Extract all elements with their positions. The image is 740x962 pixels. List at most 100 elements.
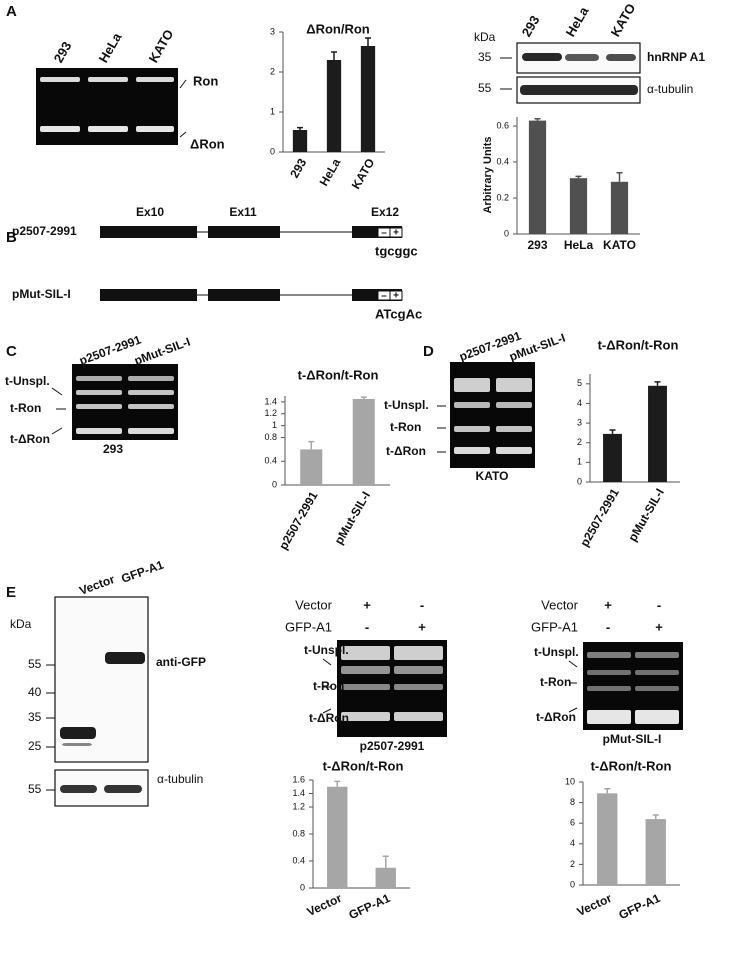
lane-label: pMut-SIL-I xyxy=(132,335,192,368)
x-tick-label: KATO xyxy=(349,156,378,191)
blot-band xyxy=(104,785,142,793)
x-tick-label: pMut-SIL-I xyxy=(625,486,666,544)
y-tick-label: 2 xyxy=(577,437,582,447)
y-tick-label: 3 xyxy=(270,26,275,36)
band-label: t-ΔRon xyxy=(386,444,426,458)
exon-label: Ex10 xyxy=(136,205,164,219)
bar xyxy=(352,398,375,485)
gel-band xyxy=(587,652,631,658)
panel-label: B xyxy=(6,229,17,246)
y-tick-label: 3 xyxy=(577,417,582,427)
y-tick-label: 0.2 xyxy=(496,192,509,202)
blot-band xyxy=(60,785,97,793)
error-bar xyxy=(297,126,303,130)
y-tick-label: 0 xyxy=(570,879,575,889)
sequence: ATcgAc xyxy=(375,306,422,321)
error-bar xyxy=(616,172,623,182)
rule xyxy=(568,660,578,668)
sign: + xyxy=(393,291,399,302)
chart-title: t-ΔRon/t-Ron xyxy=(298,367,379,382)
gel-band xyxy=(635,710,679,724)
rule xyxy=(179,79,187,89)
marker-label: 55 xyxy=(28,657,42,671)
gel-band xyxy=(394,646,443,660)
condition-label: GFP-A1 xyxy=(531,619,578,634)
gel-band xyxy=(136,77,174,82)
blot-band xyxy=(522,53,562,61)
exon xyxy=(100,226,197,238)
construct-name: p2507-2991 xyxy=(12,224,77,238)
error-bar xyxy=(382,855,389,868)
y-tick-label: 5 xyxy=(577,378,582,388)
gel-band xyxy=(88,77,128,82)
x-tick-label: KATO xyxy=(603,238,636,252)
y-tick-label: 1 xyxy=(272,420,277,430)
y-tick-label: 0.4 xyxy=(292,855,305,865)
lane-label: GFP-A1 xyxy=(119,557,165,585)
gel-band xyxy=(496,402,532,408)
band-label: t-ΔRon xyxy=(309,711,349,725)
y-tick-label: 2 xyxy=(270,66,275,76)
error-bar xyxy=(654,381,661,386)
bar xyxy=(300,449,323,485)
marker-label: 55 xyxy=(28,782,42,796)
rule xyxy=(322,708,332,714)
sign: – xyxy=(381,291,387,302)
marker-label: 40 xyxy=(28,685,42,699)
marker-label: 55 xyxy=(478,81,492,95)
y-tick-label: 8 xyxy=(570,797,575,807)
condition-label: Vector xyxy=(541,597,579,612)
condition-sign: + xyxy=(655,619,663,634)
unit-label: kDa xyxy=(474,30,496,44)
y-tick-label: 0.8 xyxy=(264,432,277,442)
bar xyxy=(569,178,588,234)
band-label: t-Unspl. xyxy=(304,643,349,657)
bar xyxy=(528,120,547,234)
y-tick-label: 0.4 xyxy=(264,456,277,466)
bar xyxy=(375,867,396,888)
band-label: ΔRon xyxy=(190,136,225,151)
condition-sign: - xyxy=(606,619,610,634)
panel-label: E xyxy=(6,584,16,601)
lane-label: HeLa xyxy=(563,4,592,40)
lane-label: p2507-2991 xyxy=(77,332,143,367)
bar xyxy=(645,819,666,885)
y-tick-label: 6 xyxy=(570,818,575,828)
gel-band xyxy=(587,670,631,675)
blot-band xyxy=(105,652,145,664)
bar xyxy=(597,793,618,885)
band-label: t-Ron xyxy=(313,679,344,693)
error-bar xyxy=(308,440,315,450)
construct-label: p2507-2991 xyxy=(360,739,425,753)
x-tick-label: Vector xyxy=(575,891,614,919)
gel-band xyxy=(341,666,390,674)
band-label: t-ΔRon xyxy=(536,710,576,724)
chart-title: t-ΔRon/t-Ron xyxy=(591,758,672,773)
gel-band xyxy=(128,404,174,409)
sign: – xyxy=(381,228,387,239)
band-label: t-Unspl. xyxy=(384,398,429,412)
y-tick-label: 0 xyxy=(272,479,277,489)
gel-band xyxy=(394,712,443,721)
cell-line: KATO xyxy=(476,469,509,483)
gel-band xyxy=(341,684,390,690)
y-tick-label: 0 xyxy=(300,882,305,892)
condition-sign: + xyxy=(604,597,612,612)
rule xyxy=(51,427,63,435)
condition-sign: + xyxy=(418,619,426,634)
error-bar xyxy=(604,787,611,794)
row-label: α-tubulin xyxy=(157,772,203,786)
bar xyxy=(326,60,342,152)
condition-sign: - xyxy=(420,597,424,612)
y-tick-label: 1 xyxy=(577,457,582,467)
rule xyxy=(51,387,63,396)
gel-band xyxy=(454,378,490,392)
y-axis-label: Arbitrary Units xyxy=(482,136,494,213)
gel-band xyxy=(40,77,80,82)
marker-label: 35 xyxy=(478,50,492,64)
gel-band xyxy=(76,376,122,381)
sil-box xyxy=(389,290,403,301)
gel-band xyxy=(136,126,174,132)
y-tick-label: 0.8 xyxy=(292,828,305,838)
blot-band xyxy=(606,54,636,61)
